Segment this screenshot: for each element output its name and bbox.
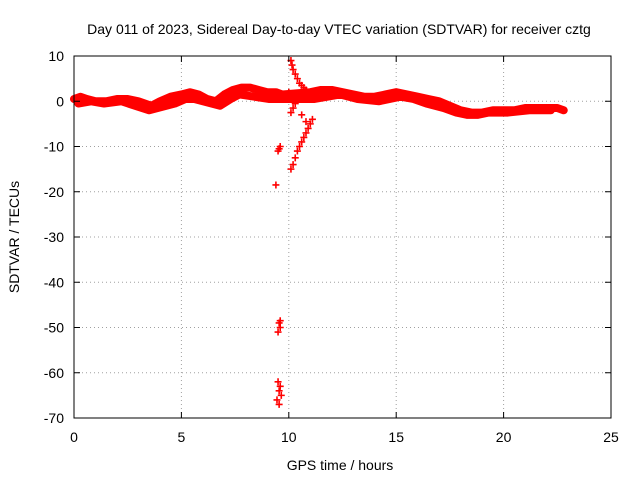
- data-point: [287, 109, 295, 117]
- data-point: [289, 104, 297, 112]
- y-tick-label: -50: [44, 320, 64, 336]
- series-disturbance-falling: [287, 57, 314, 98]
- data-point: [285, 88, 293, 96]
- data-point: [287, 165, 295, 173]
- data-point: [275, 400, 283, 408]
- x-tick-label: 25: [603, 429, 619, 445]
- data-point: [289, 161, 297, 169]
- series-band: [74, 90, 555, 119]
- data-point: [293, 75, 301, 83]
- data-point: [293, 95, 301, 103]
- chart-title: Day 011 of 2023, Sidereal Day-to-day VTE…: [87, 21, 591, 37]
- x-tick-label: 10: [281, 429, 297, 445]
- x-axis-label: GPS time / hours: [287, 457, 394, 473]
- series-baseline-lower: [74, 90, 555, 119]
- data-point: [289, 66, 297, 74]
- data-point: [302, 129, 310, 137]
- series-disturbance-isolated: [272, 88, 293, 408]
- x-tick-label: 20: [496, 429, 512, 445]
- data-point: [298, 138, 306, 146]
- data-point: [277, 391, 285, 399]
- data-point: [274, 328, 282, 336]
- y-tick-label: -60: [44, 365, 64, 381]
- data-point: [272, 181, 280, 189]
- data-point: [274, 378, 282, 386]
- y-tick-label: 10: [48, 48, 64, 64]
- data-point: [304, 124, 312, 132]
- data-point: [273, 396, 281, 404]
- data-point: [302, 118, 310, 126]
- y-tick-label: -70: [44, 410, 64, 426]
- y-tick-label: 0: [56, 93, 64, 109]
- y-tick-label: -10: [44, 139, 64, 155]
- data-point: [308, 115, 316, 123]
- data-point: [276, 143, 284, 150]
- data-layer: [70, 57, 568, 408]
- x-tick-label: 5: [178, 429, 186, 445]
- data-point: [306, 120, 314, 128]
- x-tick-label: 0: [70, 429, 78, 445]
- data-point: [293, 147, 301, 155]
- x-tick-label: 15: [388, 429, 404, 445]
- data-point: [275, 387, 283, 395]
- data-point: [291, 100, 299, 108]
- data-point: [291, 154, 299, 162]
- data-point: [276, 382, 284, 390]
- data-point: [283, 93, 291, 101]
- data-point: [296, 143, 304, 150]
- data-point: [276, 324, 284, 331]
- data-point: [298, 111, 306, 119]
- data-point: [288, 61, 296, 69]
- data-point: [300, 133, 308, 141]
- tick-layer: 0 5 10 15 20 25 10 0 -10 -20 -30 -40 -50 -60 -70: [44, 48, 619, 445]
- y-tick-label: -30: [44, 229, 64, 245]
- data-point: [291, 70, 299, 78]
- series-disturbance-rising: [287, 95, 316, 173]
- y-axis-label: SDTVAR / TECUs: [6, 181, 22, 293]
- y-tick-label: -40: [44, 274, 64, 290]
- data-point: [276, 317, 284, 325]
- y-tick-label: -20: [44, 184, 64, 200]
- data-point: [306, 90, 314, 98]
